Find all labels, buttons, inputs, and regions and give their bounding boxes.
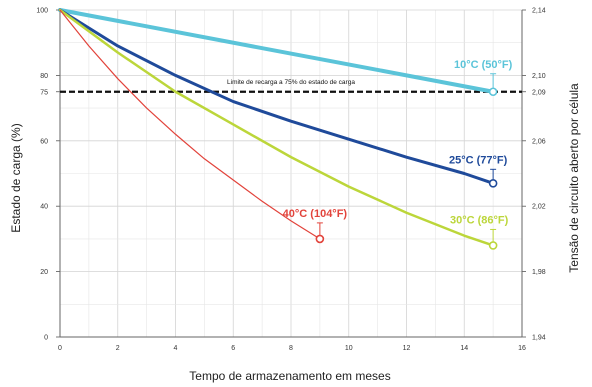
x-tick-label: 4 xyxy=(174,345,178,352)
axes: 0 2 4 6 8 10 12 14 16 0 20 40 60 75 80 100 1,94 1,98 2,02 2… xyxy=(36,8,545,353)
y2-tick-label: 1,94 xyxy=(532,335,546,342)
series-line xyxy=(58,8,495,247)
y2-tick-label: 2,02 xyxy=(532,204,546,211)
x-tick-label: 2 xyxy=(116,345,120,352)
x-tick-label: 14 xyxy=(460,345,468,352)
y-tick-label: 20 xyxy=(40,269,48,276)
y2-tick-label: 2,10 xyxy=(532,73,546,80)
series-label: 10°C (50°F) xyxy=(454,59,513,71)
y-tick-label: 75 xyxy=(40,89,48,96)
series-line xyxy=(59,9,321,240)
series-label: 30°C (86°F) xyxy=(450,214,509,226)
series-line xyxy=(58,8,496,94)
series-end-marker xyxy=(488,87,498,97)
series-end-marker xyxy=(315,234,325,244)
y-tick-label: 80 xyxy=(40,73,48,80)
x-tick-label: 16 xyxy=(518,345,526,352)
y-tick-label: 100 xyxy=(36,8,48,15)
y-tick-label: 60 xyxy=(40,138,48,145)
series-labels: 10°C (50°F) 25°C (77°F) 30°C (86°F) 40°C (1… xyxy=(283,59,513,242)
reference-line-group: Limite de recarga a 75% do estado de car… xyxy=(60,79,522,93)
series-line xyxy=(58,8,495,185)
series-label: 40°C (104°F) xyxy=(283,208,348,220)
x-tick-label: 10 xyxy=(345,345,353,352)
y2-tick-label: 2,09 xyxy=(532,89,546,96)
x-tick-label: 12 xyxy=(403,345,411,352)
y-tick-label: 40 xyxy=(40,204,48,211)
x-tick-label: 0 xyxy=(58,345,62,352)
series-end-marker xyxy=(488,241,498,250)
series-label: 25°C (77°F) xyxy=(449,154,508,166)
y2-tick-label: 2,06 xyxy=(532,138,546,145)
y2-axis-title: Tensão de circuito aberto por célula xyxy=(567,83,581,273)
y-axis-title: Estado de carga (%) xyxy=(9,123,23,232)
x-axis-title: Tempo de armazenamento em meses xyxy=(189,369,390,383)
y2-tick-label: 1,98 xyxy=(532,269,546,276)
y-tick-label: 0 xyxy=(44,335,48,342)
reference-line-label: Limite de recarga a 75% do estado de car… xyxy=(227,79,355,86)
x-tick-label: 6 xyxy=(231,345,235,352)
series-end-marker xyxy=(488,179,498,188)
series-group xyxy=(58,8,498,250)
y2-tick-label: 2,14 xyxy=(532,8,546,15)
x-tick-label: 8 xyxy=(289,345,293,352)
